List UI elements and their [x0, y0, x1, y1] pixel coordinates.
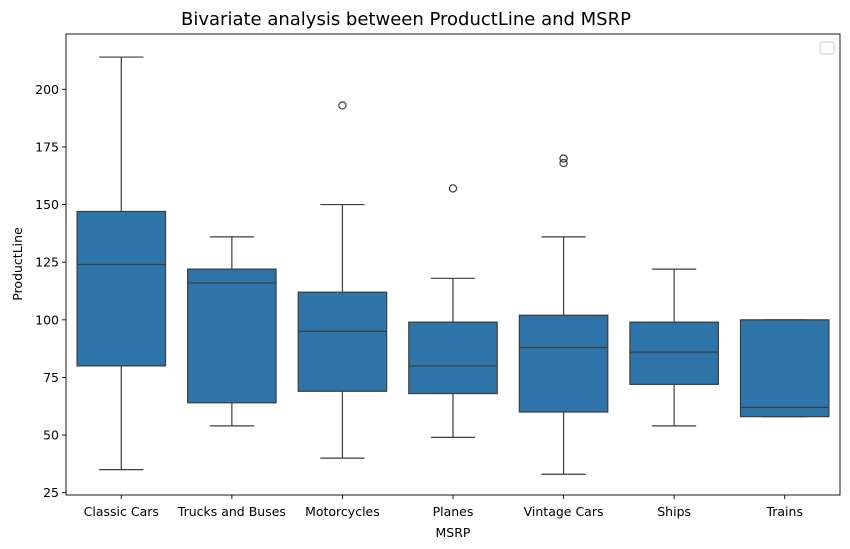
iqr-box [518, 314, 609, 413]
outlier-point [559, 158, 568, 168]
box-motorcycles [297, 101, 388, 459]
y-axis-ticks: 25 50 75 100 125 150 175 200 [35, 82, 66, 500]
x-tick-label: Classic Cars [84, 504, 159, 519]
x-tick-label: Trains [765, 504, 803, 519]
x-tick-label: Planes [433, 504, 474, 519]
iqr-box [629, 321, 719, 385]
x-tick-label: Trucks and Buses [177, 504, 286, 519]
x-tick-label: Vintage Cars [524, 504, 604, 519]
iqr-box [739, 319, 830, 418]
x-axis-label: MSRP [436, 525, 471, 540]
box-planes [408, 184, 498, 438]
boxes-layer [76, 56, 830, 475]
iqr-box [408, 321, 498, 395]
box-classic-cars [76, 56, 167, 471]
plot-frame [65, 33, 841, 496]
outlier-point [448, 184, 458, 193]
y-tick-label: 50 [43, 428, 59, 443]
y-tick-label: 200 [35, 82, 59, 97]
x-tick-label: Ships [657, 504, 691, 519]
iqr-box [76, 210, 167, 367]
y-tick-label: 150 [35, 197, 59, 212]
y-tick-label: 75 [43, 370, 59, 385]
y-tick-label: 125 [35, 255, 59, 270]
box-vintage-cars [518, 154, 609, 475]
y-tick-label: 100 [35, 312, 59, 327]
box-trains [739, 319, 830, 418]
x-axis-ticks: Classic Cars Trucks and Buses Motorcycles P… [84, 495, 803, 519]
box-ships [629, 268, 719, 427]
outlier-point [559, 154, 568, 163]
y-tick-label: 175 [35, 139, 59, 154]
outlier-point [338, 101, 347, 110]
x-tick-label: Motorcycles [305, 504, 380, 519]
iqr-box [187, 268, 277, 404]
chart-title: Bivariate analysis between ProductLine a… [181, 9, 631, 30]
legend-box [819, 41, 835, 55]
y-tick-label: 25 [43, 485, 59, 500]
y-axis-label: ProductLine [10, 227, 25, 301]
iqr-box [297, 291, 388, 392]
box-trucks-and-buses [187, 236, 277, 427]
